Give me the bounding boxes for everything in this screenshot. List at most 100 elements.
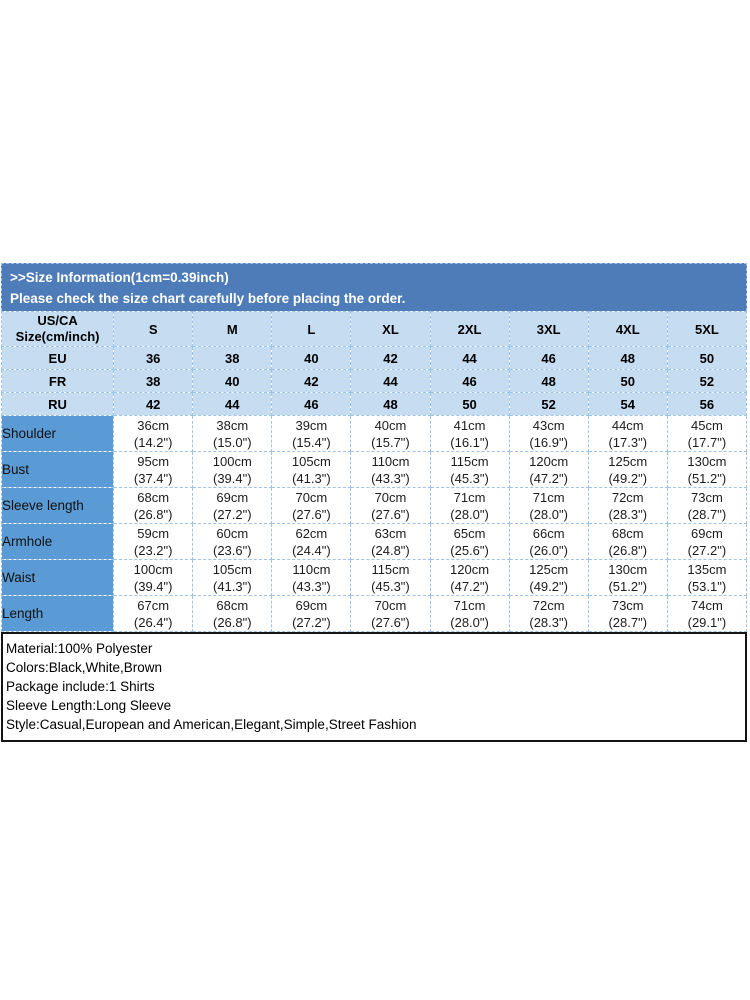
value-inch: (43.3") (292, 578, 331, 594)
value-cm: 69cm (295, 597, 328, 613)
size-col-header: S (113, 311, 194, 347)
measurement-value: 65cm (25.6") (429, 523, 510, 560)
value-cm: 105cm (212, 561, 252, 577)
region-size-value: 48 (350, 392, 431, 416)
measurement-value: 62cm (24.4") (271, 523, 352, 560)
value-cm: 45cm (691, 417, 723, 433)
value-cm: 65cm (453, 525, 486, 541)
value-cm: 70cm (374, 489, 407, 505)
value-inch: (28.0") (450, 614, 489, 630)
region-size-value: 44 (429, 346, 510, 370)
detail-material: Material:100% Polyester (6, 641, 153, 656)
measurement-value: 63cm (24.8") (350, 523, 431, 560)
value-cm: 115cm (450, 453, 489, 469)
banner-title: >>Size Information(1cm=0.39inch) (10, 270, 229, 285)
detail-colors: Colors:Black,White,Brown (6, 660, 163, 675)
region-size-value: 42 (113, 392, 194, 416)
measurement-value: 72cm (28.3") (587, 487, 668, 524)
value-cm: 120cm (450, 561, 490, 577)
value-inch: (23.6") (212, 542, 252, 558)
value-inch: (15.7") (371, 434, 410, 450)
value-inch: (26.0") (529, 542, 568, 558)
measurement-value: 68cm (26.8") (587, 523, 668, 560)
detail-style: Style:Casual,European and American,Elega… (6, 717, 417, 732)
value-inch: (28.3") (608, 506, 648, 522)
region-label: RU (0, 392, 115, 416)
value-inch: (28.7") (687, 506, 727, 522)
value-cm: 70cm (295, 489, 328, 505)
measurement-value: 100cm (39.4") (113, 559, 194, 596)
value-cm: 66cm (532, 525, 565, 541)
region-size-value: 52 (666, 369, 748, 393)
value-cm: 125cm (608, 453, 648, 469)
value-inch: (28.3") (529, 614, 568, 630)
value-cm: 67cm (137, 597, 170, 613)
value-inch: (27.2") (687, 542, 727, 558)
value-inch: (41.3") (292, 470, 331, 486)
size-col-header: XL (350, 311, 431, 347)
value-cm: 69cm (216, 489, 249, 505)
measurement-label: Waist (0, 559, 115, 596)
region-size-value: 46 (508, 346, 589, 370)
region-size-value: 54 (587, 392, 668, 416)
measurement-value: 130cm (51.2") (587, 559, 668, 596)
measurement-rows: Shoulder 36cm (14.2") 38cm (15.0") 39cm (15.4"… (0, 415, 748, 632)
measurement-label: Armhole (0, 523, 115, 560)
region-row: RU 42 44 46 48 50 52 54 56 (0, 392, 748, 416)
value-cm: 43cm (532, 417, 565, 433)
measurement-value: 100cm (39.4") (192, 451, 273, 488)
region-size-value: 40 (271, 346, 352, 370)
region-size-value: 50 (666, 346, 748, 370)
value-cm: 72cm (532, 597, 565, 613)
region-size-value: 48 (508, 369, 589, 393)
measurement-value: 110cm (43.3") (271, 559, 352, 596)
measurement-row: Armhole 59cm (23.2") 60cm (23.6") 62cm (24.4")… (0, 523, 748, 560)
value-cm: 71cm (453, 597, 486, 613)
measurement-value: 38cm (15.0") (192, 415, 273, 452)
value-cm: 115cm (371, 561, 410, 577)
value-inch: (45.3") (371, 578, 410, 594)
region-size-value: 50 (429, 392, 510, 416)
value-cm: 68cm (611, 525, 644, 541)
value-inch: (27.6") (292, 506, 331, 522)
value-cm: 120cm (529, 453, 569, 469)
value-cm: 72cm (611, 489, 644, 505)
value-inch: (41.3") (212, 578, 252, 594)
value-cm: 74cm (691, 597, 723, 613)
value-inch: (29.1") (687, 614, 727, 630)
value-cm: 36cm (137, 417, 170, 433)
measurement-value: 69cm (27.2") (271, 595, 352, 632)
measurement-label: Shoulder (0, 415, 115, 452)
value-cm: 71cm (453, 489, 486, 505)
value-inch: (27.2") (212, 506, 252, 522)
value-cm: 60cm (216, 525, 249, 541)
product-details-box: Material:100% Polyester Colors:Black,Whi… (1, 632, 747, 742)
value-inch: (47.2") (450, 578, 489, 594)
corner-header-line1: US/CA (37, 313, 78, 328)
measurement-value: 41cm (16.1") (429, 415, 510, 452)
value-cm: 70cm (374, 597, 407, 613)
value-inch: (45.3") (450, 470, 489, 486)
value-cm: 73cm (611, 597, 644, 613)
value-cm: 63cm (374, 525, 407, 541)
measurement-row: Bust 95cm (37.4") 100cm (39.4") 105cm (41.3") 1… (0, 451, 748, 488)
value-inch: (14.2") (133, 434, 173, 450)
value-inch: (49.2") (608, 470, 648, 486)
measurement-value: 120cm (47.2") (429, 559, 510, 596)
measurement-row: Shoulder 36cm (14.2") 38cm (15.0") 39cm (15.4"… (0, 415, 748, 452)
value-inch: (16.9") (529, 434, 568, 450)
size-header-row: US/CA Size(cm/inch) S M L XL 2XL 3XL 4XL 5XL (0, 311, 748, 347)
region-size-rows: EU 36 38 40 42 44 46 48 50 FR 38 40 42 44 46 48 50 52 RU 42… (0, 346, 748, 416)
region-size-value: 38 (113, 369, 194, 393)
value-cm: 40cm (374, 417, 407, 433)
measurement-value: 67cm (26.4") (113, 595, 194, 632)
measurement-value: 70cm (27.6") (350, 487, 431, 524)
value-cm: 44cm (611, 417, 644, 433)
value-cm: 68cm (216, 597, 249, 613)
value-cm: 71cm (532, 489, 565, 505)
detail-sleeve-length: Sleeve Length:Long Sleeve (6, 698, 172, 713)
measurement-row: Sleeve length 68cm (26.8") 69cm (27.2") 70cm(… (0, 487, 748, 524)
measurement-value: 70cm (27.6") (271, 487, 352, 524)
region-size-value: 44 (350, 369, 431, 393)
size-col-header: M (192, 311, 273, 347)
